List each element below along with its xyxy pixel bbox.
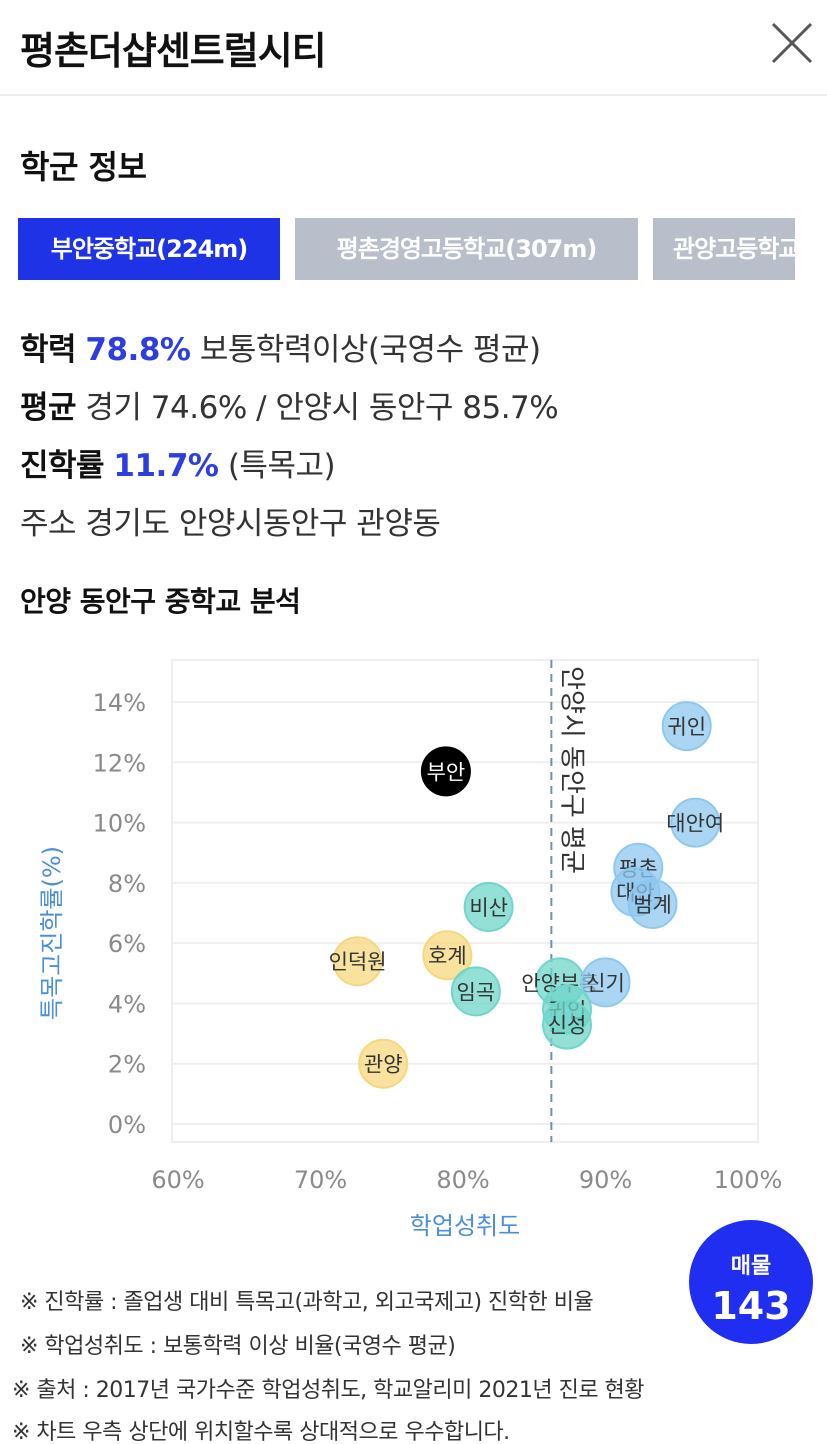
point-대안여	[670, 797, 721, 848]
y-axis-label: 특목고진학률(%)	[38, 846, 66, 1020]
point-귀인	[661, 701, 712, 752]
point-label-신성: 신성	[548, 1014, 587, 1038]
tab-gwanyang-high[interactable]: 관양고등학교	[653, 218, 795, 280]
y-tick-label: 8%	[108, 870, 146, 898]
y-tick-label: 0%	[108, 1111, 146, 1139]
point-label-비산: 비산	[469, 896, 508, 920]
point-label-귀인: 귀인	[667, 715, 706, 739]
school-tabs: 부안중학교(224m) 평촌경영고등학교(307m) 관양고등학교	[18, 218, 795, 280]
note-advancement: ※ 진학률 : 졸업생 대비 특목고(과학고, 외고국제고) 진학한 비율	[20, 1290, 594, 1315]
listing-count: 143	[711, 1284, 791, 1328]
tab-buan-middle[interactable]: 부안중학교(224m)	[18, 218, 280, 280]
point-관양	[358, 1038, 409, 1089]
point-임곡	[450, 966, 501, 1017]
y-tick-label: 4%	[108, 990, 146, 1018]
x-tick-label: 60%	[151, 1166, 204, 1194]
point-label-관양: 관양	[364, 1053, 403, 1077]
note-source: ※ 출처 : 2017년 국가수준 학업성취도, 학교알리미 2021년 진로 …	[12, 1378, 645, 1403]
school-scatter-chart: 0% 2% 4% 6% 8% 10% 12% 14% 60% 70% 80% 90% 100% 학업성취도…	[38, 659, 783, 1240]
point-label-호계: 호계	[428, 944, 467, 968]
x-axis-label: 학업성취도	[410, 1212, 520, 1240]
x-tick-label: 90%	[579, 1166, 632, 1194]
achievement-line: 학력 78.8% 보통학력이상(국영수 평균)	[20, 324, 541, 369]
page-title: 평촌더샵센트럴시티	[20, 29, 327, 73]
header: 평촌더샵센트럴시티	[0, 0, 827, 96]
y-tick-label: 14%	[93, 689, 146, 717]
plot-frame	[171, 659, 759, 1143]
address-line: 주소 경기도 안양시동안구 관양동	[20, 498, 441, 543]
x-tick-label: 100%	[714, 1166, 783, 1194]
point-label-신기: 신기	[586, 971, 625, 995]
note-achievement: ※ 학업성취도 : 보통학력 이상 비율(국영수 평균)	[20, 1334, 456, 1359]
point-비산	[463, 881, 514, 932]
achievement-suffix: 보통학력이상(국영수 평균)	[199, 332, 541, 368]
school-info-title: 학군 정보	[20, 148, 147, 186]
tab-pyeongchon-business-high[interactable]: 평촌경영고등학교(307m)	[295, 218, 638, 280]
point-부안	[420, 746, 471, 797]
point-label-대안여: 대안여	[666, 812, 724, 836]
point-label-인덕원: 인덕원	[329, 950, 387, 974]
point-범계	[627, 878, 678, 929]
advancement-value: 11.7%	[113, 448, 219, 484]
listing-count-button[interactable]: 매물 143	[689, 1220, 813, 1344]
point-호계	[422, 930, 473, 981]
point-인덕원	[332, 936, 383, 987]
achievement-value: 78.8%	[85, 332, 191, 368]
x-tick-label: 80%	[436, 1166, 489, 1194]
listing-label: 매물	[730, 1254, 772, 1279]
x-tick-label: 70%	[294, 1166, 347, 1194]
average-value: 경기 74.6% / 안양시 동안구 85.7%	[85, 390, 559, 426]
advancement-suffix: (특목고)	[227, 448, 336, 484]
y-tick-label: 10%	[93, 810, 146, 838]
note-chart-hint: ※ 차트 우측 상단에 위치할수록 상대적으로 우수합니다.	[12, 1420, 510, 1444]
y-tick-label: 12%	[93, 749, 146, 777]
y-tick-label: 6%	[108, 930, 146, 958]
point-신기	[580, 957, 631, 1008]
address-label: 주소	[20, 506, 77, 542]
average-reference-label: 안양시 동안구 평균	[556, 666, 586, 874]
average-label: 평균	[20, 390, 77, 426]
y-tick-label: 2%	[108, 1051, 146, 1079]
advancement-label: 진학률	[20, 448, 105, 484]
point-label-부안: 부안	[427, 760, 466, 784]
average-line: 평균 경기 74.6% / 안양시 동안구 85.7%	[20, 382, 559, 427]
close-icon[interactable]	[769, 20, 815, 66]
point-label-범계: 범계	[633, 893, 672, 917]
point-label-임곡: 임곡	[457, 980, 496, 1004]
point-신성	[542, 999, 593, 1050]
analysis-title: 안양 동안구 중학교 분석	[20, 585, 301, 618]
achievement-label: 학력	[20, 332, 77, 368]
advancement-line: 진학률 11.7% (특목고)	[20, 440, 336, 485]
address-value: 경기도 안양시동안구 관양동	[85, 506, 441, 542]
